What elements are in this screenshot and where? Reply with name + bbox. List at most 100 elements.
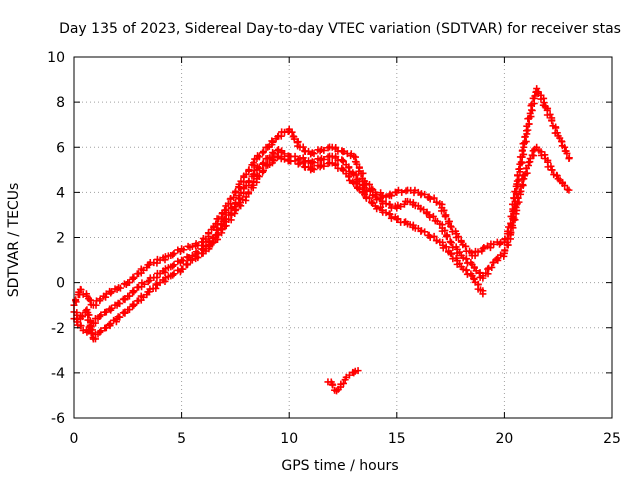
data-point xyxy=(561,182,569,190)
data-point xyxy=(479,245,487,253)
data-point xyxy=(365,180,373,188)
data-point xyxy=(188,243,196,251)
data-point xyxy=(352,171,360,179)
data-point xyxy=(205,230,213,238)
data-point xyxy=(426,233,434,241)
data-point xyxy=(368,198,376,206)
data-point xyxy=(130,288,138,296)
data-point xyxy=(386,210,394,218)
data-point xyxy=(206,243,214,251)
data-point xyxy=(129,273,137,281)
data-point xyxy=(170,261,178,269)
data-point xyxy=(232,205,240,213)
data-point xyxy=(373,196,381,204)
data-point xyxy=(394,215,402,223)
data-point xyxy=(359,180,367,188)
data-point xyxy=(268,137,276,145)
data-point xyxy=(515,198,523,206)
data-point xyxy=(490,240,498,248)
data-point xyxy=(470,274,478,282)
data-point xyxy=(169,271,177,279)
x-tick-label: 5 xyxy=(177,431,186,447)
data-point xyxy=(72,296,80,304)
y-axis-label: SDTVAR / TECUs xyxy=(6,183,22,298)
data-point xyxy=(184,260,192,268)
data-point xyxy=(447,223,455,231)
data-point xyxy=(387,192,395,200)
data-point xyxy=(426,195,434,203)
data-point xyxy=(116,284,124,292)
y-tick-label: -4 xyxy=(51,366,65,382)
data-point xyxy=(398,188,406,196)
data-point xyxy=(417,227,425,235)
x-tick-label: 20 xyxy=(495,431,513,447)
data-point xyxy=(501,246,509,254)
data-point xyxy=(169,262,177,270)
data-point xyxy=(497,251,505,259)
data-point xyxy=(97,311,105,319)
data-point xyxy=(512,204,520,211)
data-point xyxy=(470,263,478,271)
data-point xyxy=(430,194,438,202)
data-point xyxy=(447,250,455,258)
data-point xyxy=(518,147,526,155)
data-point xyxy=(170,249,178,257)
x-tick-label: 10 xyxy=(280,431,298,447)
data-point xyxy=(430,232,438,240)
data-point xyxy=(288,128,296,136)
data-point xyxy=(320,162,328,170)
data-point xyxy=(239,196,247,204)
data-point xyxy=(503,239,511,247)
data-point xyxy=(565,186,573,194)
data-point xyxy=(508,221,516,229)
data-point xyxy=(249,181,257,189)
data-point xyxy=(139,266,147,274)
data-point xyxy=(270,150,278,158)
data-point xyxy=(144,278,152,286)
data-point xyxy=(514,194,522,202)
data-point xyxy=(548,117,556,125)
data-point xyxy=(441,226,449,234)
data-point xyxy=(116,313,124,321)
data-point xyxy=(232,187,240,195)
data-point xyxy=(255,173,263,181)
y-tick-label: -2 xyxy=(51,321,65,337)
data-point xyxy=(97,327,105,335)
data-point xyxy=(259,167,267,175)
data-point xyxy=(255,153,263,161)
data-point xyxy=(179,257,187,265)
data-point xyxy=(365,194,373,202)
data-point xyxy=(382,209,390,217)
data-point xyxy=(73,318,81,326)
data-point xyxy=(386,200,394,208)
data-point xyxy=(320,155,328,163)
data-point xyxy=(130,301,138,309)
y-tick-label: 10 xyxy=(47,50,65,66)
data-point xyxy=(462,255,470,263)
data-point xyxy=(269,149,277,157)
data-point xyxy=(170,270,178,278)
data-point xyxy=(250,159,258,167)
data-point xyxy=(194,254,202,262)
y-tick-label: 8 xyxy=(56,95,65,111)
data-point xyxy=(259,149,267,157)
data-point xyxy=(443,233,451,241)
data-point xyxy=(442,213,450,221)
data-point xyxy=(299,143,307,151)
data-point xyxy=(169,251,177,259)
data-point xyxy=(522,138,530,146)
data-point xyxy=(516,188,524,196)
data-point xyxy=(346,176,354,184)
data-point xyxy=(366,187,374,195)
data-point xyxy=(387,214,395,222)
x-tick-label: 25 xyxy=(603,431,621,447)
x-tick-label: 0 xyxy=(70,431,79,447)
x-tick-label: 15 xyxy=(388,431,406,447)
data-point xyxy=(479,290,487,298)
data-point xyxy=(484,265,492,273)
data-point xyxy=(531,92,539,100)
data-point xyxy=(563,149,571,157)
data-point xyxy=(86,296,94,304)
data-point xyxy=(558,137,566,145)
data-point xyxy=(520,150,528,158)
